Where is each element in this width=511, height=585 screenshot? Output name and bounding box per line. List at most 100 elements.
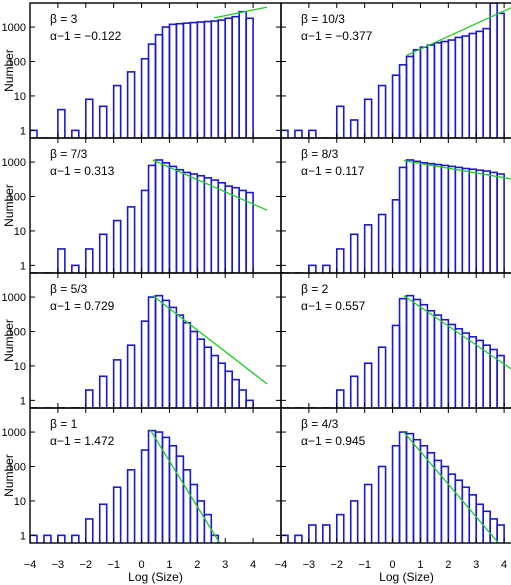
bar [168,23,178,138]
bar [154,159,164,273]
bar [189,483,199,543]
bar [412,48,422,138]
bar [335,389,345,408]
y-tick-label: 10 [14,226,26,238]
fit-line [403,431,500,543]
histogram-panel: β = 3 α−1 = −0.122 1 10 100 1000 [2,2,282,139]
y-tick-label: 100 [8,56,26,68]
bar [98,375,108,408]
bar [496,12,505,138]
histogram-panel: β = 2 α−1 = 0.557 [280,272,511,409]
bar [98,105,108,138]
fit-line [406,7,511,57]
bar [217,362,227,408]
beta-label: β = 5/3 [50,282,88,296]
x-tick-label: −2 [80,559,93,571]
bar [349,500,359,543]
bar-group [30,6,268,138]
bar [161,26,171,138]
bar [412,438,422,543]
bar [161,436,171,543]
bar [335,248,345,273]
bar [468,168,478,273]
bar [335,513,345,543]
bar [335,105,345,138]
bar [189,173,199,273]
bar [112,84,122,138]
bar [377,84,387,138]
bar [203,20,213,138]
bar [433,41,443,138]
x-tick-label: 2 [194,559,200,571]
y-tick-label: 100 [8,461,26,473]
histogram-panel: β = 1 α−1 = 1.472 1 10 100 1000 −4 −3 −2 −1 0 1 2 3 4 [2,407,282,571]
bar [238,189,247,273]
bar [84,389,94,408]
bar [461,486,471,543]
bar [210,20,220,138]
bar [398,64,408,138]
beta-label: β = 4/3 [301,417,339,431]
y-tick-label: 1000 [2,427,26,439]
bar [112,486,122,543]
bar [398,297,408,408]
beta-label: β = 1 [50,417,78,431]
y-axis-label: Number [2,184,16,227]
bar [377,465,387,543]
bar [189,21,199,138]
y-axis-label: Number [2,454,16,497]
fit-line [213,6,268,19]
alpha-label: α−1 = −0.377 [301,29,373,43]
bar [454,166,464,273]
bar [496,173,505,273]
bar [377,213,387,273]
bar-group [281,159,511,273]
x-tick-label: −2 [331,559,344,571]
bar [419,162,429,273]
fit-line [403,160,511,180]
x-tick-label: 3 [473,559,479,571]
bar [412,160,422,273]
bar [231,186,240,273]
bar [433,163,443,273]
beta-label: β = 2 [301,282,329,296]
y-tick-label: 10 [14,91,26,103]
alpha-label: α−1 = 0.557 [301,299,366,313]
bar [461,35,471,138]
histogram-panel: β = 7/3 α−1 = 0.313 1 10 100 1000 [2,137,282,274]
histogram-panel: β = 8/3 α−1 = 0.117 [280,137,511,274]
bar [140,320,150,408]
beta-label: β = 7/3 [50,147,88,161]
bar [468,494,478,543]
x-tick-label: −1 [107,559,120,571]
bar [57,248,66,273]
x-tick-label: 4 [250,559,256,571]
bar [398,166,408,273]
bar [363,362,373,408]
bar [482,170,491,273]
bar [147,43,157,138]
bar [426,162,436,273]
bar [196,174,206,273]
bar [468,336,478,408]
bar [154,294,164,408]
bar [43,534,52,543]
bar [440,40,450,138]
bar [419,303,429,408]
bar [196,21,206,138]
alpha-label: α−1 = 0.313 [50,164,115,178]
y-tick-label: 10 [14,496,26,508]
bar [168,306,178,408]
bar [363,98,373,138]
bar [377,346,387,408]
bar [168,444,178,543]
bar [175,314,185,408]
bar [363,224,373,273]
x-tick-label: 0 [138,559,144,571]
x-tick-label: −3 [303,559,316,571]
bar [112,359,122,408]
x-tick-label: 4 [501,559,507,571]
bar [440,164,450,273]
x-tick-label: 1 [166,559,172,571]
bar [294,534,303,543]
